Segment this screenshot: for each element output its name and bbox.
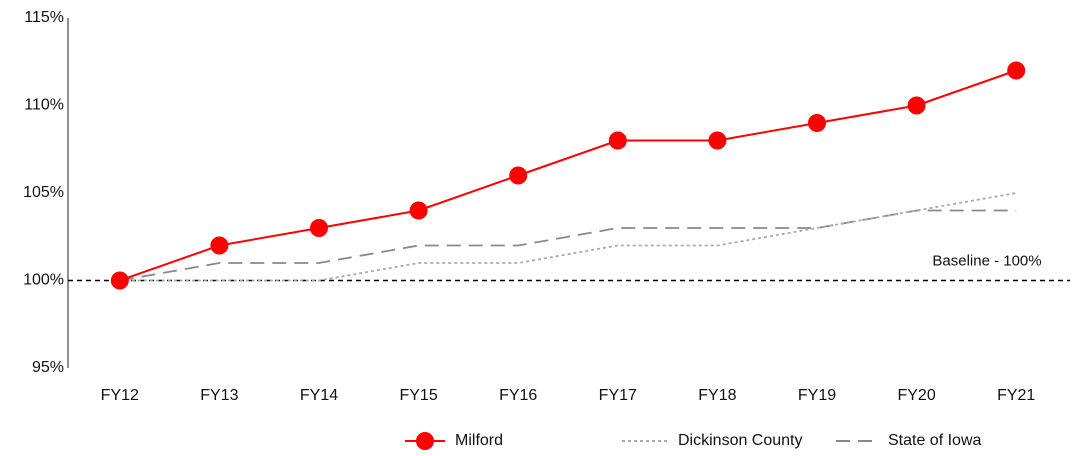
legend-label: State of Iowa bbox=[888, 432, 981, 449]
point bbox=[409, 201, 428, 220]
point bbox=[509, 166, 528, 185]
legend-label: Milford bbox=[455, 432, 503, 449]
y-tick-label: 95% bbox=[32, 359, 64, 376]
point bbox=[808, 114, 826, 132]
x-tick-label: FY13 bbox=[200, 387, 238, 404]
point bbox=[608, 131, 627, 150]
point bbox=[110, 271, 129, 290]
x-tick-label: FY16 bbox=[499, 387, 537, 404]
x-tick-label: FY21 bbox=[997, 387, 1035, 404]
y-tick-label: 115% bbox=[24, 9, 64, 26]
x-tick-label: FY19 bbox=[798, 387, 836, 404]
y-tick-label: 105% bbox=[23, 184, 64, 201]
series-line bbox=[119, 69, 1017, 282]
legend-label: Dickinson County bbox=[678, 432, 803, 449]
x-tick-label: FY17 bbox=[599, 387, 637, 404]
point bbox=[708, 131, 727, 150]
x-tick-label: FY15 bbox=[399, 387, 437, 404]
series-line bbox=[119, 192, 1017, 282]
legend-marker bbox=[416, 432, 434, 450]
point bbox=[310, 219, 328, 237]
x-tick-label: FY20 bbox=[897, 387, 935, 404]
y-tick-label: 100% bbox=[23, 272, 64, 289]
y-tick-label: 110% bbox=[24, 97, 64, 114]
series-line bbox=[119, 209, 1017, 282]
point bbox=[907, 96, 926, 115]
point bbox=[1007, 61, 1026, 80]
baseline-label: Baseline - 100% bbox=[932, 252, 1041, 269]
point bbox=[210, 236, 229, 255]
x-tick-label: FY18 bbox=[698, 387, 736, 404]
x-tick-label: FY14 bbox=[300, 387, 338, 404]
x-tick-label: FY12 bbox=[101, 387, 139, 404]
